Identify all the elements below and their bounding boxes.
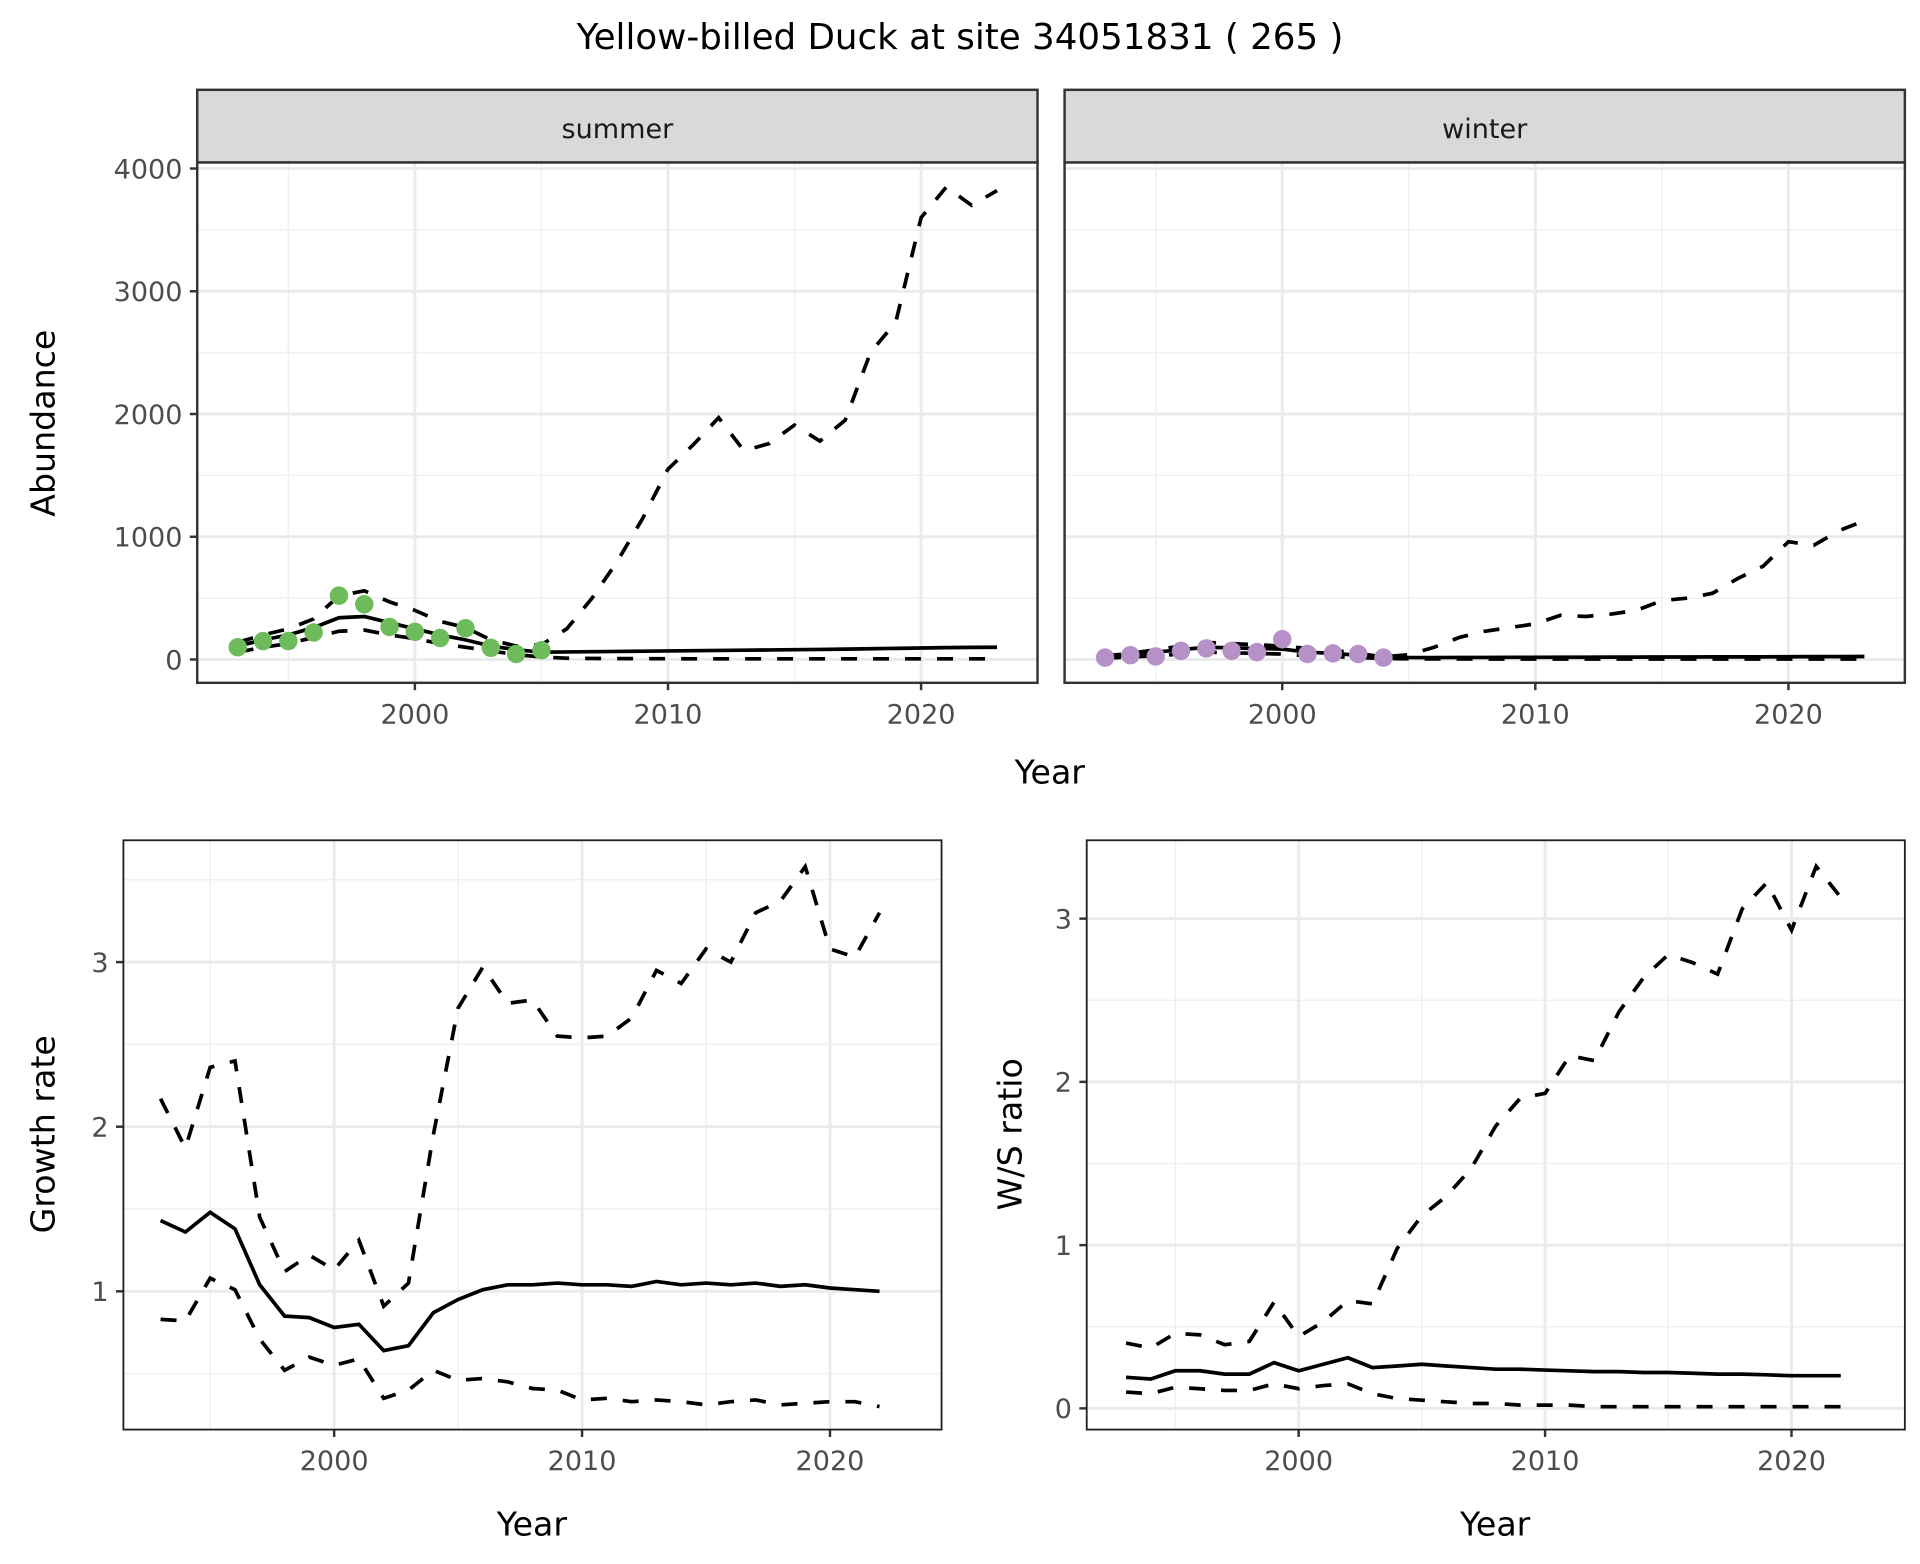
data-point [1222,641,1241,661]
series-line-upper [158,862,882,1310]
series-line-upper [237,184,998,648]
x-tick-label: 2020 [887,699,956,730]
x-tick-label: 2000 [300,1446,369,1477]
y-tick-label: 0 [1055,1394,1072,1425]
x-tick-label: 2000 [1264,1446,1333,1477]
x-axis-label-growth: Year [496,1504,568,1543]
data-point [1121,645,1140,665]
data-point [481,638,501,658]
data-point [304,623,323,642]
panel-border [1063,161,1907,685]
panel-growth: 2000 2010 2020 1 2 3 [91,839,943,1477]
x-tick-label: 2010 [548,1446,617,1477]
figure-title: Yellow-billed Duck at site 34051831 ( 26… [576,17,1344,58]
series-line-upper [1125,862,1843,1350]
y-tick-label: 2 [1055,1068,1072,1099]
data-point [228,637,247,657]
data-point [1298,644,1317,664]
facet-strip [195,88,1039,164]
x-tick-label: 2020 [796,1446,865,1477]
data-point [1197,639,1216,658]
panel-summer: 2000 2010 2020 0 1000 2000 3000 4000 summer [114,88,1039,730]
data-point [532,641,551,660]
series-line-mean [1125,1355,1841,1381]
x-tick-label: 2010 [1501,699,1570,730]
y-tick-label: 1 [91,1277,108,1308]
facet-strip [1063,88,1907,164]
data-point [1095,648,1115,667]
data-point [1348,644,1368,664]
data-point [1273,630,1292,649]
x-tick-label: 2020 [1757,1446,1826,1477]
y-tick-label: 3 [1055,904,1072,935]
panel-ws: 2000 2010 2020 0 1 2 3 [1055,839,1906,1477]
y-tick-label: 2 [91,1113,108,1144]
y-tick-label: 4000 [114,154,183,185]
data-point [405,622,425,642]
facet-strip-label: summer [562,114,675,145]
data-point [1146,647,1165,666]
x-tick-label: 2020 [1754,699,1823,730]
y-tick-label: 2000 [114,400,183,431]
panel-border [122,839,943,1431]
y-axis-label-growth: Growth rate [24,1035,63,1233]
series-line-lower [1125,1381,1841,1409]
data-point [1171,641,1191,661]
series-line-upper [1104,519,1866,659]
panel-border [1085,839,1906,1431]
x-tick-label: 2010 [634,699,703,730]
data-point [430,628,450,648]
data-point [279,631,298,651]
data-point [329,586,349,605]
x-tick-label: 2000 [1248,699,1317,730]
x-axis-label-ws: Year [1459,1504,1531,1543]
y-tick-label: 3 [91,948,108,979]
series-line-mean [1104,645,1865,660]
data-point [355,595,374,614]
y-tick-label: 1 [1055,1231,1072,1262]
data-point [1247,642,1267,662]
facet-strip-label: winter [1442,114,1528,145]
panel-border [195,161,1039,685]
data-point [380,617,399,637]
series-line-mean [237,614,998,655]
y-tick-label: 0 [165,645,182,676]
y-tick-label: 3000 [114,277,183,308]
y-axis-label-abundance: Abundance [24,330,63,517]
series-line-lower [160,1275,880,1409]
y-axis-label-ws: W/S ratio [991,1058,1030,1210]
data-point [456,618,475,638]
data-point [1323,644,1343,663]
data-point [1374,648,1393,667]
x-tick-label: 2010 [1511,1446,1580,1477]
series-line-lower [237,628,998,661]
data-point [253,631,273,651]
data-point [506,644,526,664]
x-tick-label: 2000 [380,699,449,730]
panel-winter: 2000 2010 2020 winter [1063,88,1907,730]
y-tick-label: 1000 [114,523,183,554]
series-line-mean [159,1210,880,1353]
x-axis-label-top: Year [1014,753,1086,792]
